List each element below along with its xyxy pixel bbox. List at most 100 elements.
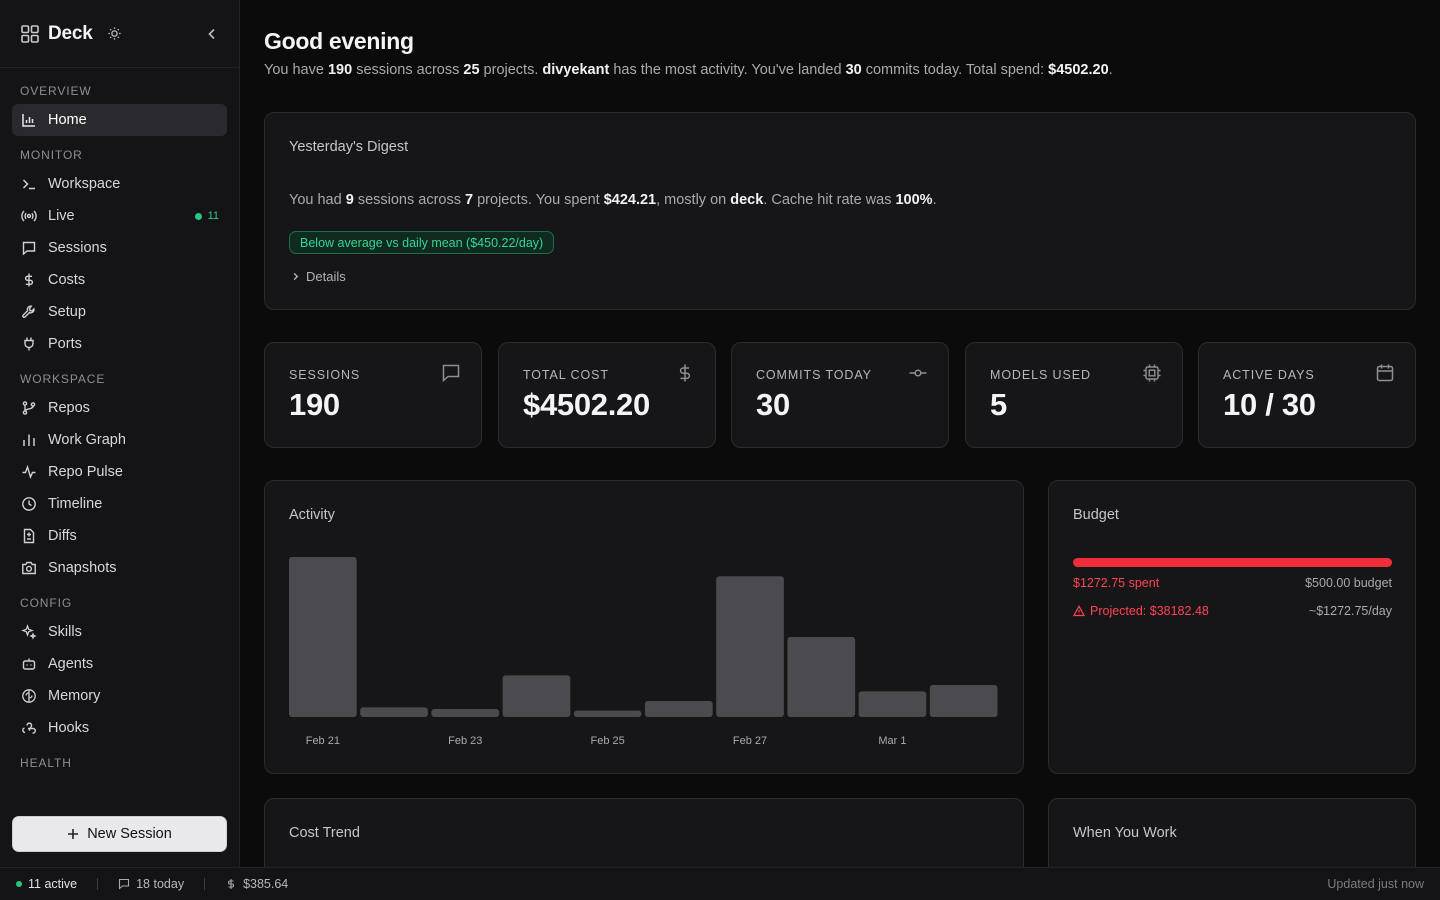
status-today[interactable]: 18 today	[118, 877, 184, 891]
stat-card-sessions: Sessions 190	[264, 342, 482, 448]
nav-section-health: Health	[20, 756, 72, 770]
sidebar-item-live[interactable]: Live 11	[12, 200, 227, 232]
when-you-work-title: When You Work	[1073, 825, 1177, 841]
sidebar-item-repos[interactable]: Repos	[12, 392, 227, 424]
sidebar-item-label: Agents	[48, 656, 94, 672]
activity-bar-feb-21[interactable]	[289, 557, 357, 717]
activity-bar-feb-27[interactable]	[716, 576, 784, 717]
x-tick-label: Feb 27	[733, 735, 767, 747]
divider	[204, 878, 206, 890]
activity-bar-mar-2[interactable]	[929, 685, 998, 717]
nav-section-workspace: Workspace	[20, 372, 106, 386]
sidebar-item-setup[interactable]: Setup	[12, 296, 227, 328]
sparkles-icon	[20, 623, 38, 641]
sidebar-item-home[interactable]: Home	[12, 104, 227, 136]
spend-comparison-badge: Below average vs daily mean ($450.22/day…	[289, 231, 555, 254]
cost-trend-title: Cost Trend	[289, 825, 360, 841]
sidebar-item-label: Home	[48, 112, 87, 128]
x-tick-label: Feb 23	[448, 735, 482, 747]
stat-value: 5	[990, 387, 1007, 422]
sidebar-item-workspace[interactable]: Workspace	[12, 168, 227, 200]
stat-value: 30	[756, 387, 790, 422]
sidebar-item-label: Repos	[48, 400, 90, 416]
status-today-text: 18 today	[136, 877, 185, 891]
status-active[interactable]: 11 active	[16, 877, 77, 891]
live-count-badge: 11	[194, 210, 219, 222]
stat-value: 10 / 30	[1223, 387, 1316, 422]
sidebar-item-diffs[interactable]: Diffs	[12, 520, 227, 552]
budget-projection-row: Projected: $38182.48 ~$1272.75/day	[1073, 604, 1392, 618]
sidebar-item-snapshots[interactable]: Snapshots	[12, 552, 227, 584]
activity-bar-feb-22[interactable]	[360, 707, 428, 717]
message-icon	[20, 239, 38, 257]
sidebar-item-sessions[interactable]: Sessions	[12, 232, 227, 264]
activity-bar-chart: Feb 21 Feb 23 Feb 25 Feb 27 Mar 1	[289, 557, 998, 747]
sidebar-item-label: Setup	[48, 304, 86, 320]
stat-card-models-used: Models Used 5	[965, 342, 1183, 448]
activity-bar-mar-1[interactable]	[858, 691, 927, 717]
sidebar-item-memory[interactable]: Memory	[12, 680, 227, 712]
status-cost[interactable]: $385.64	[225, 877, 288, 891]
stat-label: Models Used	[990, 368, 1091, 382]
nav-section-monitor: Monitor	[20, 148, 83, 162]
activity-chart-card: Activity Feb 21 Feb 23 Feb 25 Feb 27 Mar 1	[264, 480, 1024, 774]
activity-bar-feb-26[interactable]	[645, 701, 713, 717]
status-updated: Updated just now	[1327, 877, 1424, 891]
stat-label: Total Cost	[523, 368, 609, 382]
sidebar-item-label: Timeline	[48, 496, 103, 512]
sidebar-item-label: Snapshots	[48, 560, 117, 576]
sidebar-item-repo-pulse[interactable]: Repo Pulse	[12, 456, 227, 488]
plug-icon	[20, 335, 38, 353]
sidebar-item-timeline[interactable]: Timeline	[12, 488, 227, 520]
sidebar-item-label: Costs	[48, 272, 86, 288]
activity-bar-feb-24[interactable]	[502, 675, 571, 717]
active-dot-icon	[16, 881, 22, 887]
yesterdays-digest-card: Yesterday's Digest You had 9 sessions ac…	[264, 112, 1416, 310]
collapse-sidebar-chevron-left-icon[interactable]	[205, 27, 219, 41]
sidebar-item-costs[interactable]: Costs	[12, 264, 227, 296]
sidebar-item-label: Hooks	[48, 720, 90, 736]
camera-icon	[20, 559, 38, 577]
bar-chart-icon	[20, 431, 38, 449]
sidebar-nav: Overview Home Monitor Workspace Live 11 …	[0, 68, 239, 776]
sidebar-item-label: Diffs	[48, 528, 77, 544]
sidebar-item-ports[interactable]: Ports	[12, 328, 227, 360]
budget-title: Budget	[1073, 507, 1119, 523]
brand-header: Deck	[0, 0, 239, 68]
digest-text: You had 9 sessions across 7 projects. Yo…	[289, 192, 937, 208]
grid-logo-icon	[20, 24, 40, 44]
stat-label: Sessions	[289, 368, 361, 382]
sidebar-item-skills[interactable]: Skills	[12, 616, 227, 648]
sidebar-item-work-graph[interactable]: Work Graph	[12, 424, 227, 456]
stat-label: Commits Today	[756, 368, 872, 382]
sidebar-scroll-fade	[0, 790, 239, 814]
stat-card-commits-today: Commits Today 30	[731, 342, 949, 448]
sidebar-item-label: Memory	[48, 688, 101, 704]
dollar-icon	[675, 363, 695, 383]
activity-bar-feb-25[interactable]	[573, 710, 642, 717]
theme-toggle-sun-icon[interactable]	[107, 26, 122, 41]
budget-limit: $500.00 budget	[1305, 576, 1392, 590]
dollar-icon	[20, 271, 38, 289]
budget-projected-text: Projected: $38182.48	[1090, 604, 1209, 618]
sidebar-item-hooks[interactable]: Hooks	[12, 712, 227, 744]
radio-icon	[20, 207, 38, 225]
activity-bar-feb-28[interactable]	[787, 637, 856, 717]
x-tick-label: Feb 25	[591, 735, 625, 747]
page-title: Good evening	[264, 28, 414, 54]
budget-spent-row: $1272.75 spent $500.00 budget	[1073, 576, 1392, 590]
new-session-button[interactable]: New Session	[12, 816, 227, 852]
stat-card-total-cost: Total Cost $4502.20	[498, 342, 716, 448]
details-toggle[interactable]: Details	[291, 269, 346, 284]
nav-section-config: Config	[20, 596, 73, 610]
activity-bar-feb-23[interactable]	[431, 709, 500, 717]
sidebar-item-agents[interactable]: Agents	[12, 648, 227, 680]
stat-value: $4502.20	[523, 387, 650, 422]
sidebar-item-label: Ports	[48, 336, 82, 352]
digest-title: Yesterday's Digest	[289, 139, 409, 155]
file-diff-icon	[20, 527, 38, 545]
budget-card: Budget $1272.75 spent $500.00 budget Pro…	[1048, 480, 1416, 774]
cpu-icon	[1142, 363, 1162, 383]
budget-projected: Projected: $38182.48	[1073, 604, 1209, 618]
bot-icon	[20, 655, 38, 673]
